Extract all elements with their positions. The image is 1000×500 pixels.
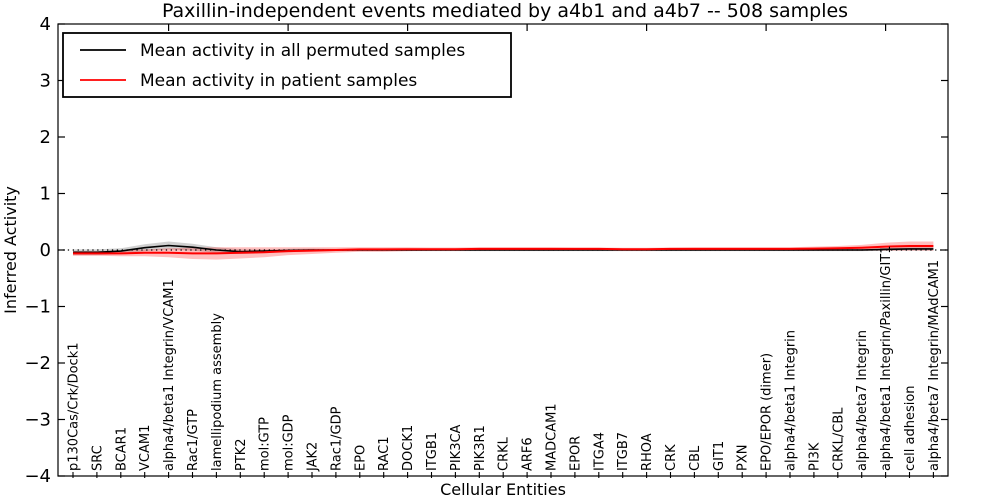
axis-ticks <box>58 23 948 478</box>
x-tick-label: alpha4/beta1 Integrin/Paxillin/GIT1 <box>879 245 894 471</box>
x-tick-label: Rac1/GTP <box>186 409 201 471</box>
mean-line-1 <box>73 245 934 255</box>
x-tick-label: JAK2 <box>306 442 321 472</box>
y-tick-label: 3 <box>40 71 51 92</box>
x-tick-label: CRKL/CBL <box>831 407 846 471</box>
x-tick-label: GIT1 <box>712 441 727 471</box>
x-tick-label: mol:GDP <box>282 414 297 471</box>
x-tick-label: DOCK1 <box>401 425 416 471</box>
x-tick-label: EPO/EPOR (dimer) <box>760 353 775 471</box>
legend: Mean activity in all permuted samples Me… <box>62 32 512 98</box>
x-tick-label: PI3K <box>807 442 822 471</box>
x-tick-label: PTK2 <box>234 438 249 471</box>
x-tick-label: ITGB7 <box>616 432 631 471</box>
x-tick-label: alpha4/beta1 Integrin <box>784 330 799 471</box>
x-tick-labels: p130Cas/Crk/Dock1 SRC BCAR1 VCAM1 alpha4/bet… <box>67 245 942 472</box>
x-tick-label: lamellipodium assembly <box>210 313 225 471</box>
y-tick-labels: 4 3 2 1 0 −1 −2 −3 −4 <box>24 14 51 487</box>
y-tick-label: −4 <box>24 466 51 487</box>
x-tick-label: alpha4/beta7 Integrin/MAdCAM1 <box>927 260 942 471</box>
y-tick-label: 4 <box>40 14 51 35</box>
x-tick-label: VCAM1 <box>138 425 153 471</box>
y-tick-label: −2 <box>24 353 51 374</box>
x-tick-label: ITGB1 <box>425 432 440 471</box>
x-tick-label: SRC <box>90 445 105 471</box>
x-tick-label: CRKL <box>497 436 512 471</box>
x-tick-label: PIK3R1 <box>473 425 488 471</box>
x-tick-label: PIK3CA <box>449 424 464 471</box>
x-tick-label: MADCAM1 <box>545 403 560 471</box>
x-tick-label: CBL <box>688 445 703 471</box>
y-axis-label: Inferred Activity <box>1 186 20 314</box>
y-tick-label: 2 <box>40 127 51 148</box>
x-tick-label: mol:GTP <box>258 417 273 471</box>
x-axis-label: Cellular Entities <box>440 480 566 499</box>
legend-frame <box>62 32 512 98</box>
legend-label-permuted: Mean activity in all permuted samples <box>140 41 465 61</box>
x-tick-label: EPOR <box>568 436 583 471</box>
y-tick-label: −3 <box>24 410 51 431</box>
x-tick-label: RAC1 <box>377 436 392 471</box>
mean-line-0 <box>73 244 934 254</box>
x-tick-label: BCAR1 <box>114 427 129 471</box>
x-tick-label: cell adhesion <box>903 385 918 471</box>
x-tick-label: ITGA4 <box>592 432 607 471</box>
x-tick-label: CRK <box>664 444 679 471</box>
y-tick-label: −1 <box>24 297 51 318</box>
x-tick-label: RHOA <box>640 433 655 471</box>
series-lines <box>73 244 934 255</box>
x-tick-label: alpha4/beta7 Integrin <box>855 330 870 471</box>
x-tick-label: alpha4/beta1 Integrin/VCAM1 <box>162 279 177 471</box>
x-tick-label: ARF6 <box>521 437 536 471</box>
y-tick-label: 0 <box>40 240 51 261</box>
y-tick-label: 1 <box>40 184 51 205</box>
x-tick-label: Rac1/GDP <box>329 406 344 471</box>
x-tick-label: p130Cas/Crk/Dock1 <box>67 342 82 471</box>
chart-title: Paxillin-independent events mediated by … <box>162 0 848 22</box>
legend-label-patient: Mean activity in patient samples <box>140 71 417 91</box>
x-tick-label: EPO <box>353 445 368 471</box>
x-tick-label: PXN <box>736 445 751 471</box>
